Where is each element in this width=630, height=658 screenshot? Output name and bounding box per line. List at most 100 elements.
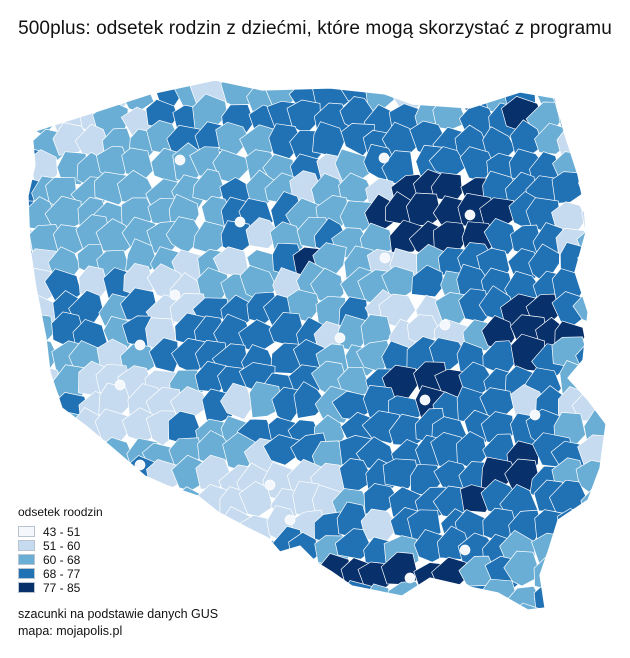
county-region — [28, 437, 38, 473]
county-region — [289, 560, 325, 593]
county-region — [28, 386, 38, 423]
county-region — [196, 80, 231, 81]
legend-swatch — [18, 568, 35, 579]
map-legend: odsetek roodzin 43 - 51 51 - 60 60 - 68 … — [18, 505, 103, 595]
county-region — [534, 609, 570, 610]
county-region — [246, 581, 277, 610]
source-line: szacunki na podstawie danych GUS — [18, 607, 219, 621]
county-region — [144, 507, 181, 540]
county-region — [289, 80, 325, 84]
county-region — [28, 96, 43, 133]
legend-label: 68 - 77 — [43, 566, 81, 581]
county-region — [28, 199, 34, 233]
county-region — [577, 535, 606, 568]
county-region — [576, 124, 606, 161]
source-note: szacunki na podstawie danych GUS mapa: m… — [18, 606, 218, 640]
county-region — [551, 171, 588, 204]
county-region — [503, 550, 542, 587]
county-region — [483, 217, 519, 255]
country-border — [27, 79, 607, 611]
city-region — [464, 209, 476, 221]
county-region — [359, 609, 392, 610]
county-region — [407, 600, 445, 610]
county-region — [335, 528, 374, 560]
county-region — [249, 381, 283, 419]
county-region — [412, 80, 447, 108]
city-region — [174, 154, 186, 166]
county-region — [145, 488, 181, 523]
county-region — [534, 80, 572, 107]
city-region — [234, 216, 246, 228]
county-region — [311, 604, 346, 610]
city-region — [378, 152, 390, 164]
legend-label: 43 - 51 — [43, 524, 81, 539]
county-region — [264, 555, 302, 594]
county-region — [583, 318, 606, 358]
city-region — [334, 332, 346, 344]
city-region — [529, 409, 541, 421]
county-region — [439, 606, 472, 610]
county-region — [414, 584, 448, 610]
county-region — [28, 412, 33, 445]
county-region — [585, 502, 606, 537]
county-region — [77, 80, 115, 89]
county-region — [551, 555, 587, 587]
county-region — [168, 535, 202, 569]
county-region — [145, 553, 181, 590]
county-region — [245, 556, 280, 592]
county-region — [262, 584, 303, 610]
legend-title: odsetek roodzin — [18, 505, 103, 519]
legend-label: 51 - 60 — [43, 538, 81, 553]
city-region — [439, 319, 451, 331]
county-region — [169, 557, 204, 597]
county-region — [98, 487, 135, 525]
county-region — [557, 508, 590, 540]
county-region — [28, 440, 63, 476]
county-region — [580, 485, 606, 522]
county-region — [382, 458, 419, 490]
county-region — [572, 94, 606, 130]
county-region — [435, 587, 472, 610]
county-region — [141, 534, 180, 567]
legend-item: 60 - 68 — [18, 552, 103, 567]
legend-label: 60 - 68 — [43, 552, 81, 567]
city-region — [419, 394, 431, 406]
county-region — [28, 456, 56, 494]
county-region — [49, 80, 92, 84]
county-region — [28, 314, 36, 356]
county-region — [550, 80, 590, 88]
city-region — [299, 554, 311, 566]
county-region — [103, 80, 139, 88]
city-region — [584, 294, 596, 306]
county-region — [290, 611, 327, 644]
city-region — [264, 479, 276, 491]
county-region — [553, 606, 588, 610]
legend-swatch — [18, 540, 35, 551]
county-region — [315, 80, 357, 87]
county-region — [437, 80, 474, 90]
county-region — [28, 388, 57, 418]
county-region — [119, 506, 159, 544]
county-region — [115, 551, 151, 587]
county-region — [577, 172, 606, 208]
county-region — [245, 602, 283, 610]
city-region — [134, 339, 146, 351]
county-region — [579, 149, 606, 181]
county-region — [51, 458, 86, 495]
county-region — [524, 80, 563, 89]
city-region — [134, 459, 146, 471]
county-region — [28, 457, 40, 493]
county-region — [28, 81, 63, 114]
legend-swatch — [18, 554, 35, 565]
city-region — [284, 514, 296, 526]
county-region — [28, 80, 36, 113]
legend-swatch — [18, 582, 35, 593]
county-region — [387, 581, 428, 610]
county-region — [316, 583, 353, 610]
county-region — [575, 80, 606, 88]
county-region — [235, 80, 273, 83]
county-region — [262, 434, 300, 466]
city-region — [114, 379, 126, 391]
county-region — [119, 479, 159, 515]
county-region — [220, 382, 254, 420]
